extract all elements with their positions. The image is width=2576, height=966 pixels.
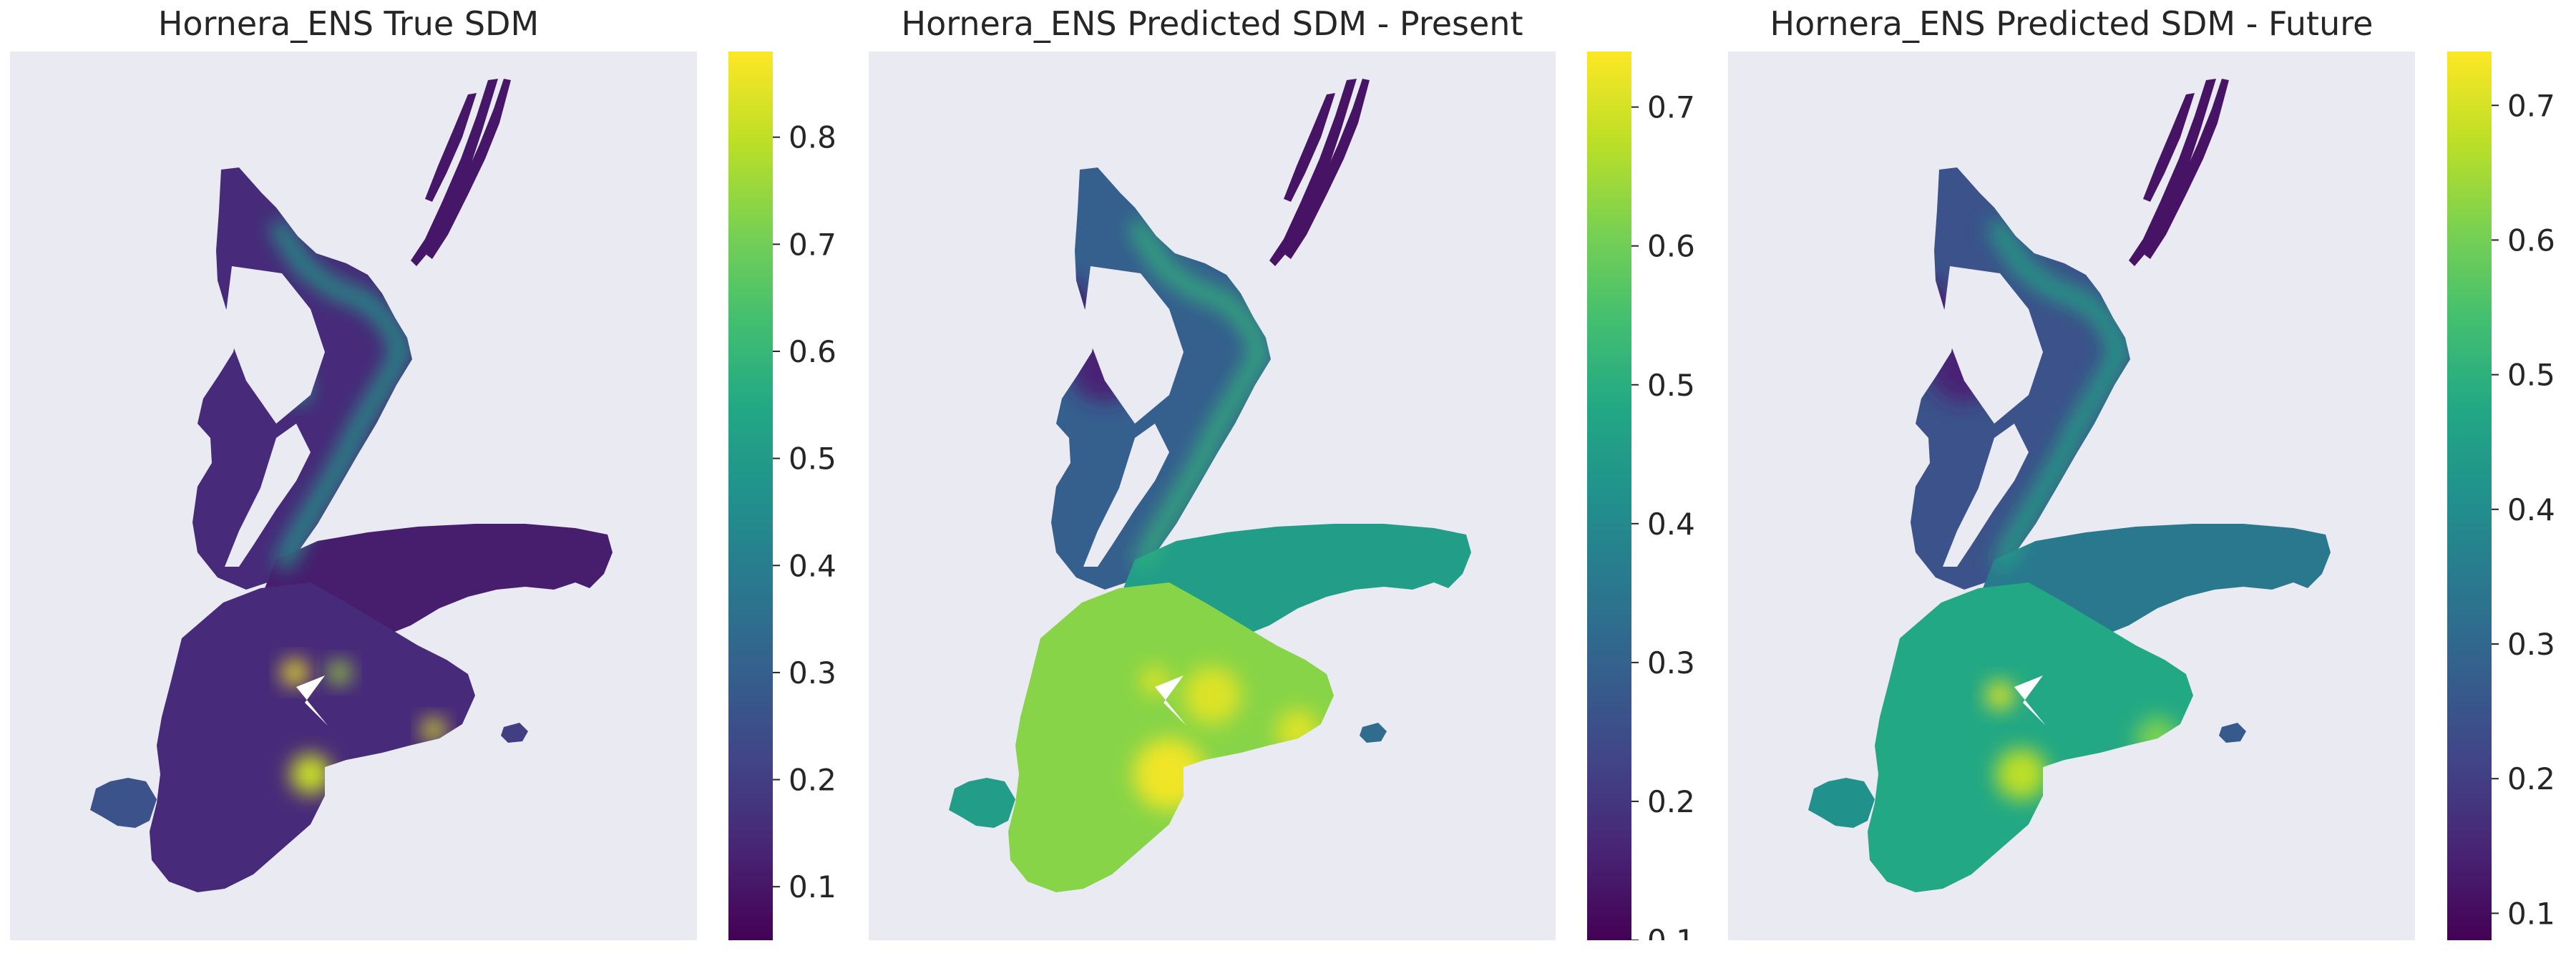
colorbar-tick-label: 0.2 <box>1647 784 1695 819</box>
hotspot-1 <box>291 754 331 794</box>
colorbar-tick-label: 0.4 <box>2507 492 2555 527</box>
colorbar-1: 0.1 0.2 0.3 0.4 0.5 0.6 0.7 0.8 <box>728 52 836 940</box>
colorbar-tick-label: 0.1 <box>1647 923 1695 940</box>
land-notch <box>1155 675 1186 726</box>
hotspot-3 <box>1986 681 2014 710</box>
land-strip-2 <box>2143 93 2195 202</box>
colorbar-tick-label: 0.5 <box>789 441 836 477</box>
map-panel-3 <box>1728 52 2415 940</box>
colorbar-tick-label: 0.6 <box>789 334 836 369</box>
hotspot-5 <box>328 661 351 684</box>
hotspot-0 <box>282 660 308 686</box>
colorbar-tick-label: 0.5 <box>2507 358 2555 393</box>
colorbar-2: 0.1 0.2 0.3 0.4 0.5 0.6 0.7 <box>1587 52 1695 940</box>
land-notch <box>2014 675 2046 726</box>
land-strip-0 <box>411 79 498 266</box>
colorbar-tick-label: 0.7 <box>789 227 836 262</box>
land-south <box>150 582 475 892</box>
colorbar-tick-label: 0.4 <box>1647 507 1695 542</box>
colorbar-tick-label: 0.1 <box>789 869 836 904</box>
colorbar-gradient <box>728 52 773 940</box>
colorbar-tick-label: 0.8 <box>789 120 836 155</box>
map-panel-1 <box>10 52 697 940</box>
land-island <box>2219 723 2246 743</box>
colorbar-3: 0.1 0.2 0.3 0.4 0.5 0.6 0.7 <box>2447 52 2555 940</box>
panel-3-title: Hornera_ENS Predicted SDM - Future <box>1770 4 2373 43</box>
colorbar-tick-label: 0.1 <box>2507 896 2555 931</box>
colorbar-tick-label: 0.3 <box>2507 627 2555 662</box>
colorbar-tick-label: 0.6 <box>1647 229 1695 264</box>
coastal-band <box>1987 219 2129 570</box>
colorbar-tick-label: 0.6 <box>2507 223 2555 258</box>
coastal-band <box>1128 219 1270 570</box>
land-notch <box>296 675 328 726</box>
inland-gap <box>1943 266 2043 424</box>
land-strip-2 <box>1284 93 1335 202</box>
land-tail <box>1808 778 1875 828</box>
colorbar-tick-label: 0.3 <box>789 655 836 691</box>
coastal-band <box>269 219 411 570</box>
land-tail <box>949 778 1015 828</box>
land-strip-2 <box>425 93 477 202</box>
land-strip-1 <box>1285 79 1370 259</box>
land-island <box>501 723 528 743</box>
land-south <box>1868 582 2193 892</box>
colorbar-tick-label: 0.3 <box>1647 645 1695 680</box>
hotspot-3 <box>1184 667 1241 724</box>
land-strip-0 <box>1269 79 1357 266</box>
colorbar-tick-label: 0.7 <box>2507 88 2555 123</box>
land-tail <box>90 778 157 828</box>
land-south <box>1008 582 1334 892</box>
inland-gap-2 <box>1083 424 1169 567</box>
panel-1-title: Hornera_ENS True SDM <box>157 4 540 43</box>
land-strip-1 <box>426 79 511 259</box>
panel-2-title: Hornera_ENS Predicted SDM - Present <box>901 4 1523 43</box>
land-strip-0 <box>2129 79 2216 266</box>
hotspot-4 <box>422 718 445 741</box>
hotspot-0 <box>1996 748 2047 800</box>
land-island <box>1360 723 1387 743</box>
inland-gap-2 <box>225 424 311 567</box>
colorbar-tick-label: 0.5 <box>1647 368 1695 403</box>
colorbar-gradient <box>1587 52 1631 940</box>
land-strip-1 <box>2145 79 2229 259</box>
colorbar-tick-label: 0.7 <box>1647 90 1695 125</box>
inland-gap-2 <box>1943 424 2029 567</box>
map-panel-2 <box>869 52 1556 940</box>
colorbar-tick-label: 0.4 <box>789 548 836 583</box>
colorbar-tick-label: 0.2 <box>2507 761 2555 796</box>
inland-gap <box>1083 266 1184 424</box>
colorbar-gradient <box>2447 52 2492 940</box>
colorbar-tick-label: 0.2 <box>789 763 836 798</box>
inland-gap <box>225 266 325 424</box>
